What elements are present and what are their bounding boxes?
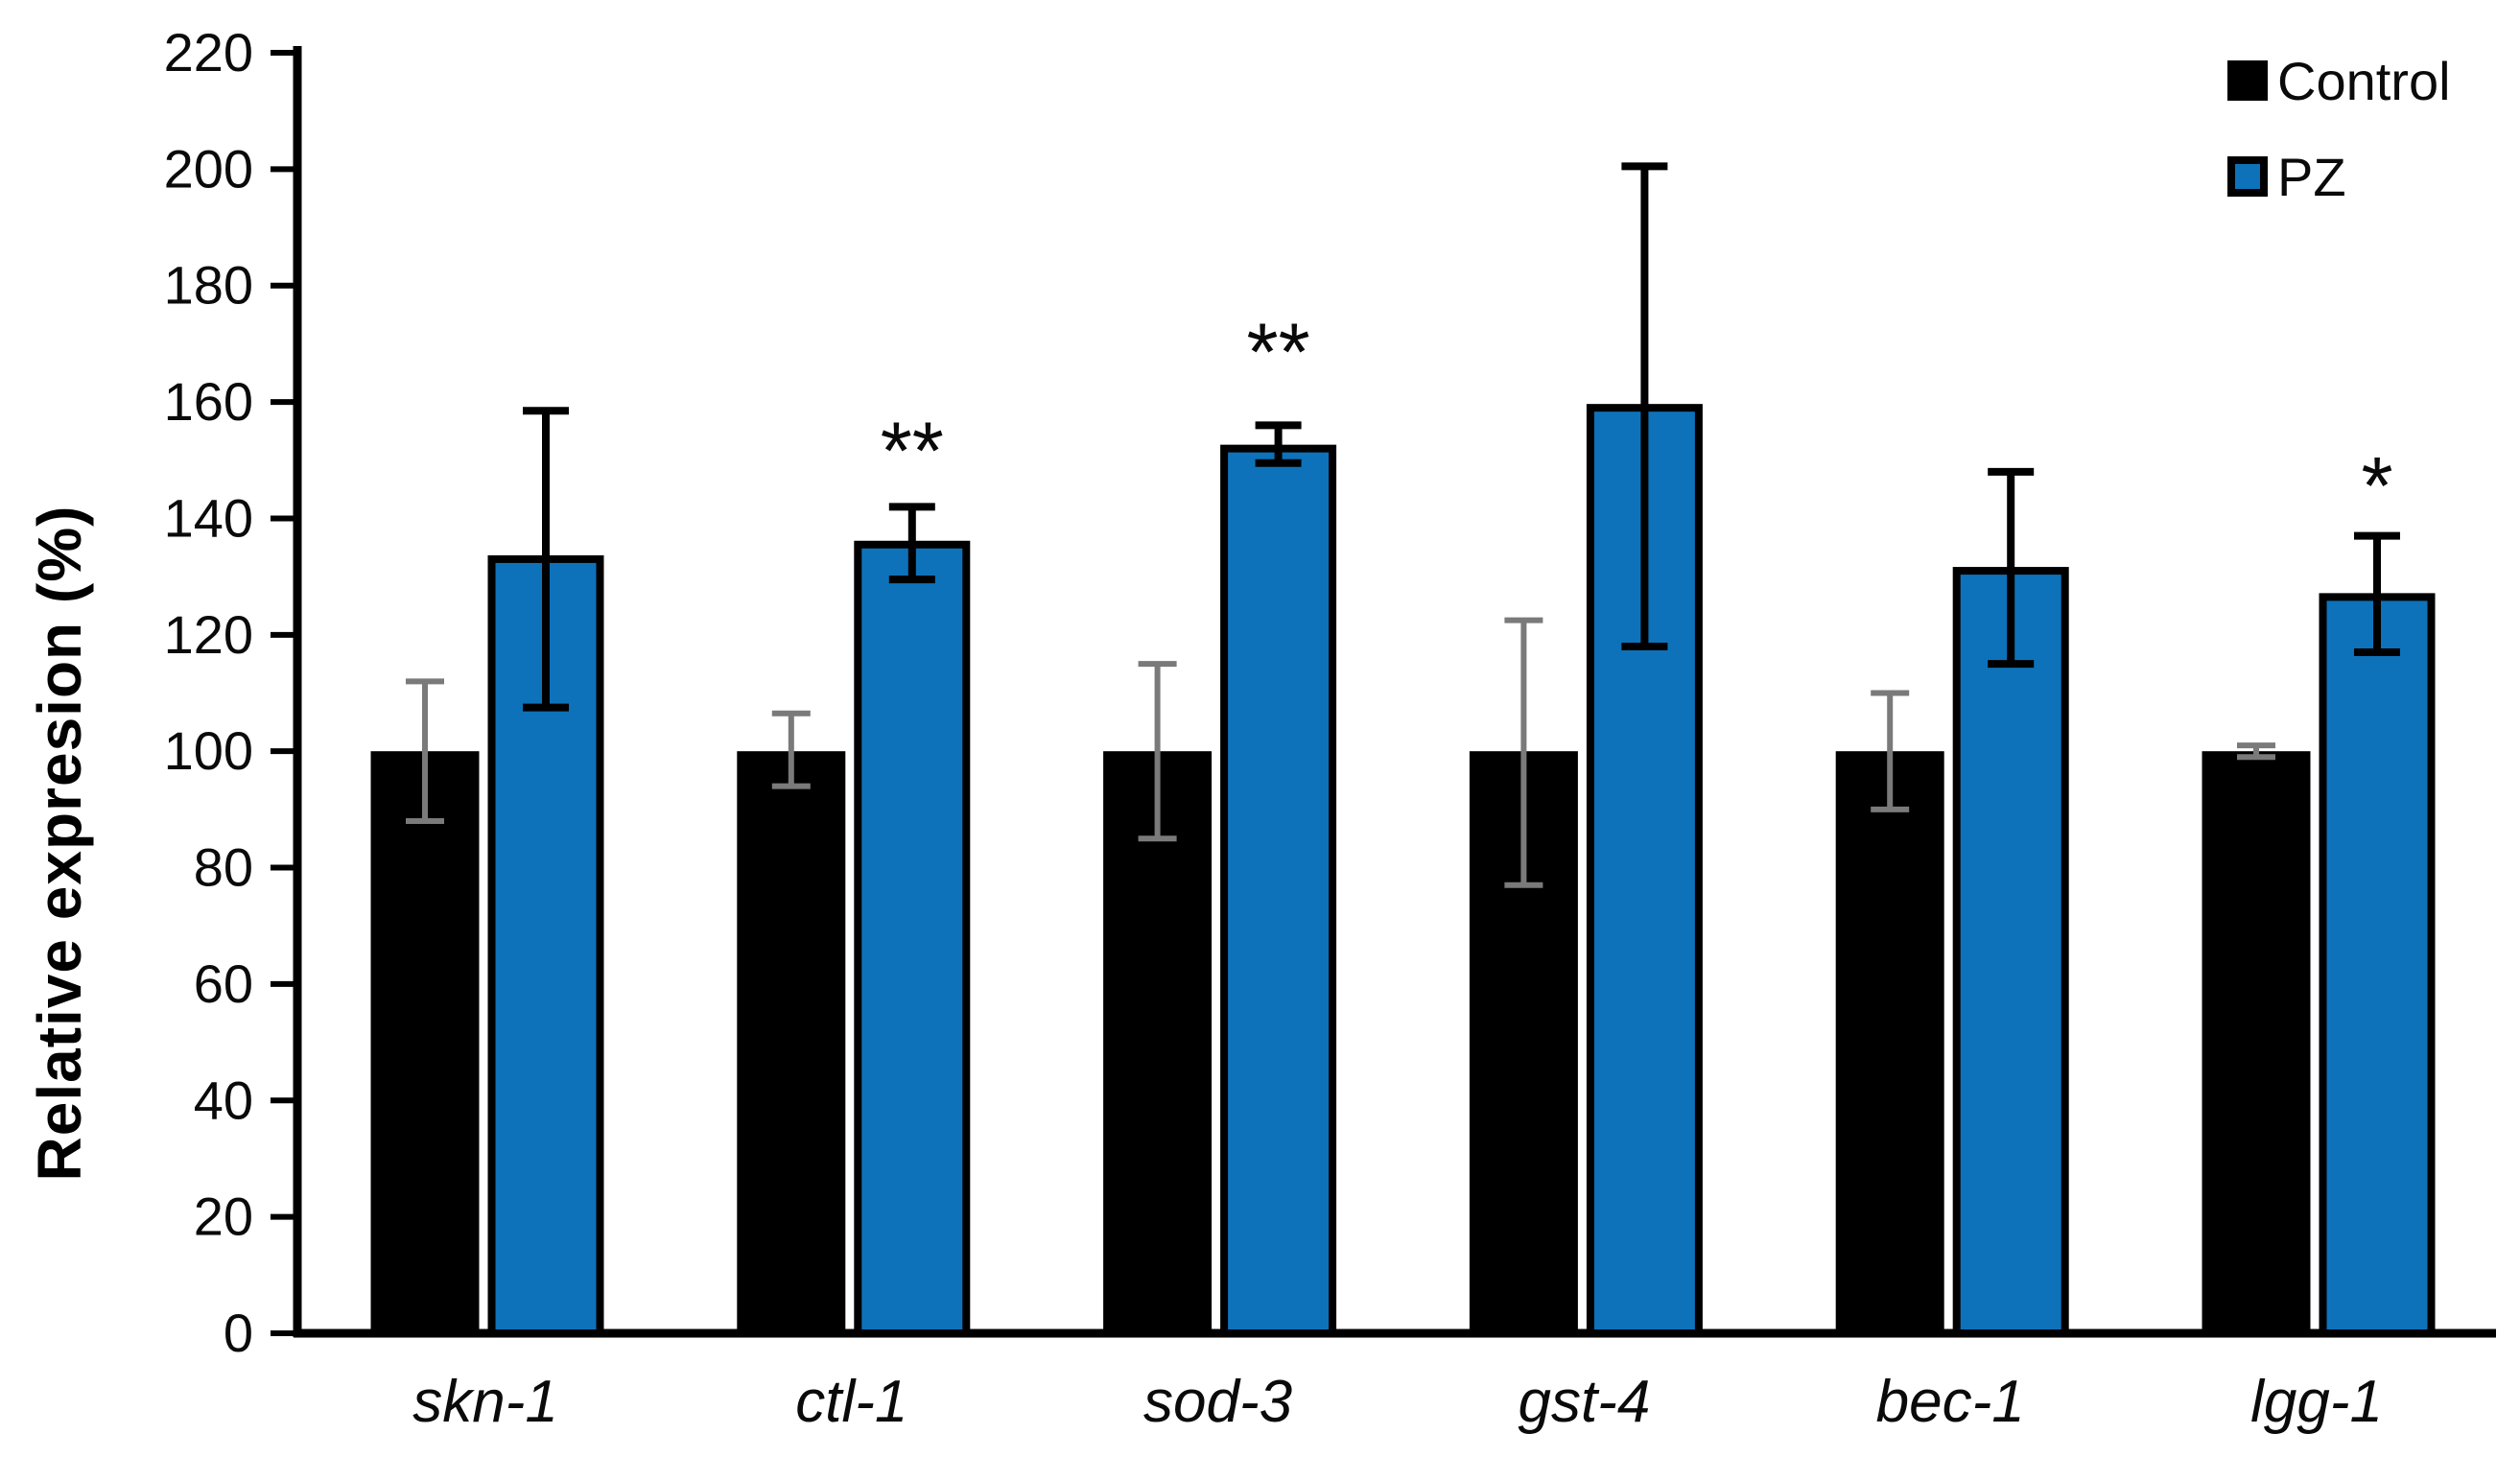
bar-control-skn-1 [370,751,480,1333]
bar-pz-bec-1 [1952,567,2069,1337]
bar-control-sod-3 [1103,751,1213,1333]
y-tick-label: 180 [164,255,253,316]
y-tick-label: 160 [164,371,253,432]
bar-pz-sod-3 [1220,444,1337,1337]
y-tick-label: 40 [194,1070,253,1130]
significance-marker-ctl-1: ** [881,407,944,498]
bar-control-bec-1 [1835,751,1944,1333]
bar-pz-lgg-1 [2319,593,2436,1337]
x-category-label-gst-4: gst-4 [1518,1369,1650,1435]
x-category-label-sod-3: sod-3 [1143,1369,1292,1435]
y-tick-label: 20 [194,1187,253,1247]
legend-swatch-pz-icon [2227,156,2268,197]
legend-swatch-control-icon [2227,60,2268,101]
legend-item-pz: PZ [2227,147,2451,207]
significance-marker-sod-3: ** [1247,307,1310,398]
y-axis-title: Relative expresion (%) [25,505,94,1182]
y-tick-label: 80 [194,837,253,898]
y-tick-label: 100 [164,720,253,781]
y-tick-label: 60 [194,953,253,1014]
bar-control-ctl-1 [737,751,846,1333]
x-category-label-skn-1: skn-1 [412,1369,558,1435]
bar-control-lgg-1 [2202,751,2311,1333]
legend-item-control: Control [2227,51,2451,111]
x-category-label-lgg-1: lgg-1 [2250,1369,2383,1435]
y-tick-label: 140 [164,487,253,548]
x-category-label-bec-1: bec-1 [1876,1369,2025,1435]
y-tick-label: 0 [224,1303,253,1363]
y-tick-label: 200 [164,138,253,199]
legend-label-pz: PZ [2277,146,2346,207]
legend-label-control: Control [2277,50,2451,111]
bar-pz-ctl-1 [854,540,971,1337]
bar-pz-skn-1 [487,554,604,1337]
x-category-label-ctl-1: ctl-1 [795,1369,907,1435]
y-tick-label: 120 [164,604,253,665]
legend: Control PZ [2227,51,2451,251]
significance-marker-lgg-1: * [2361,441,2392,532]
y-tick-label: 220 [164,22,253,82]
